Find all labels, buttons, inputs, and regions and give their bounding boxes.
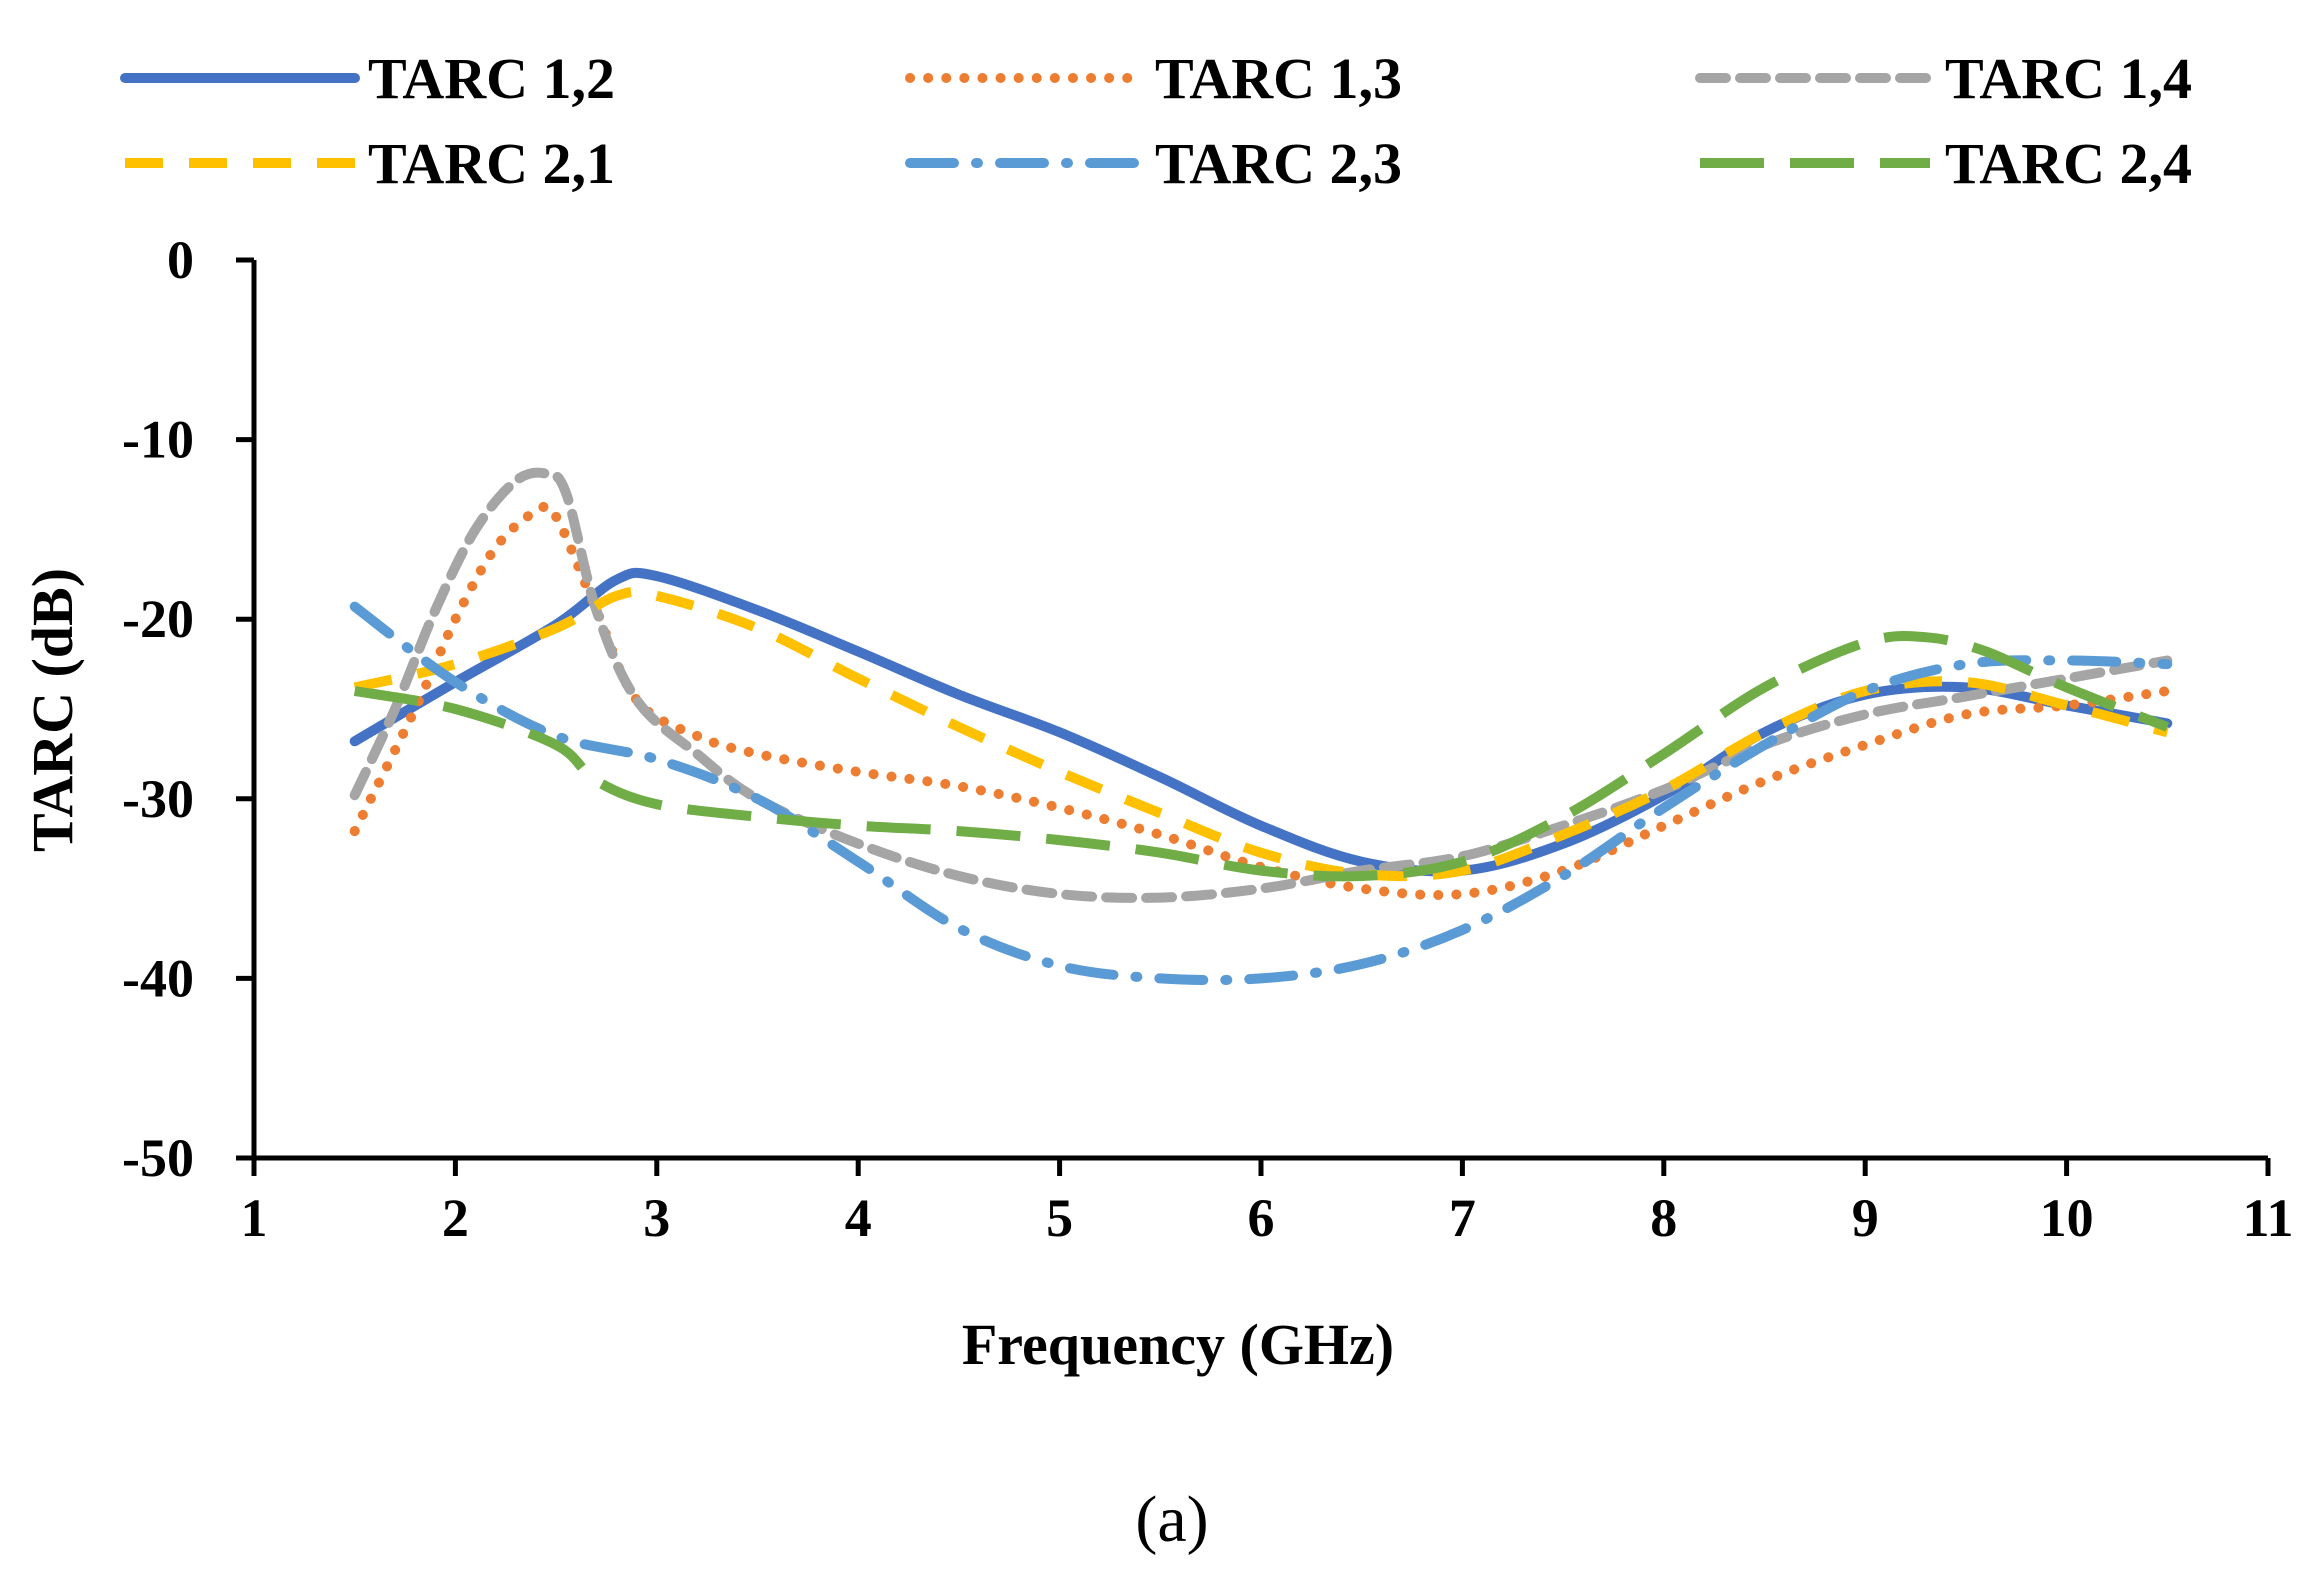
- legend-item: TARC 2,1: [125, 131, 615, 196]
- y-tick-label: -50: [122, 1128, 194, 1188]
- legend-label: TARC 1,4: [1945, 46, 2192, 111]
- x-tick-label: 6: [1248, 1188, 1275, 1248]
- y-tick-label: -20: [122, 589, 194, 649]
- legend-item: TARC 2,4: [1700, 131, 2192, 196]
- x-tick-label: 10: [2040, 1188, 2094, 1248]
- y-tick-label: 0: [167, 230, 194, 290]
- x-tick-label: 7: [1449, 1188, 1476, 1248]
- x-tick-label: 8: [1650, 1188, 1677, 1248]
- series-line-4: [353, 586, 2169, 882]
- axes: 0 -10 -20 -30 -40 -50 1 2 3 4 5 6 7 8 9 10 11: [122, 230, 2294, 1248]
- x-tick-label: 9: [1852, 1188, 1879, 1248]
- y-tick-label: -10: [122, 410, 194, 470]
- figure-caption: (a): [1135, 1483, 1208, 1556]
- y-tick-label: -40: [122, 948, 194, 1008]
- series-line-6: [353, 631, 2170, 882]
- legend-label: TARC 2,3: [1155, 131, 1402, 196]
- series-layer: [349, 467, 2173, 986]
- series-line-5: [349, 601, 2173, 986]
- x-tick-label: 5: [1046, 1188, 1073, 1248]
- y-ticks: 0 -10 -20 -30 -40 -50: [122, 230, 254, 1188]
- x-axis-title: Frequency (GHz): [962, 1312, 1394, 1377]
- x-tick-label: 4: [845, 1188, 872, 1248]
- legend-item: TARC 1,4: [1695, 46, 2192, 111]
- x-tick-label: 3: [643, 1188, 670, 1248]
- legend-label: TARC 1,2: [368, 46, 615, 111]
- y-axis-title: TARC (dB): [20, 568, 85, 852]
- series-line-2: [349, 501, 2173, 901]
- legend-item: TARC 2,3: [905, 131, 1402, 196]
- y-tick-label: -30: [122, 769, 194, 829]
- legend-label: TARC 1,3: [1155, 46, 1402, 111]
- legend: TARC 1,2 TARC 1,3 TARC 1,4 TARC 2,1 TARC 2,3…: [120, 46, 2192, 196]
- x-tick-label: 2: [442, 1188, 469, 1248]
- legend-item: TARC 1,2: [120, 46, 615, 111]
- series-line-1: [349, 567, 2173, 877]
- x-tick-label: 11: [2242, 1188, 2293, 1248]
- legend-label: TARC 2,4: [1945, 131, 2192, 196]
- legend-label: TARC 2,1: [368, 131, 615, 196]
- x-ticks: 1 2 3 4 5 6 7 8 9 10 11: [241, 1158, 2294, 1248]
- legend-item: TARC 1,3: [905, 46, 1402, 111]
- x-tick-label: 1: [241, 1188, 268, 1248]
